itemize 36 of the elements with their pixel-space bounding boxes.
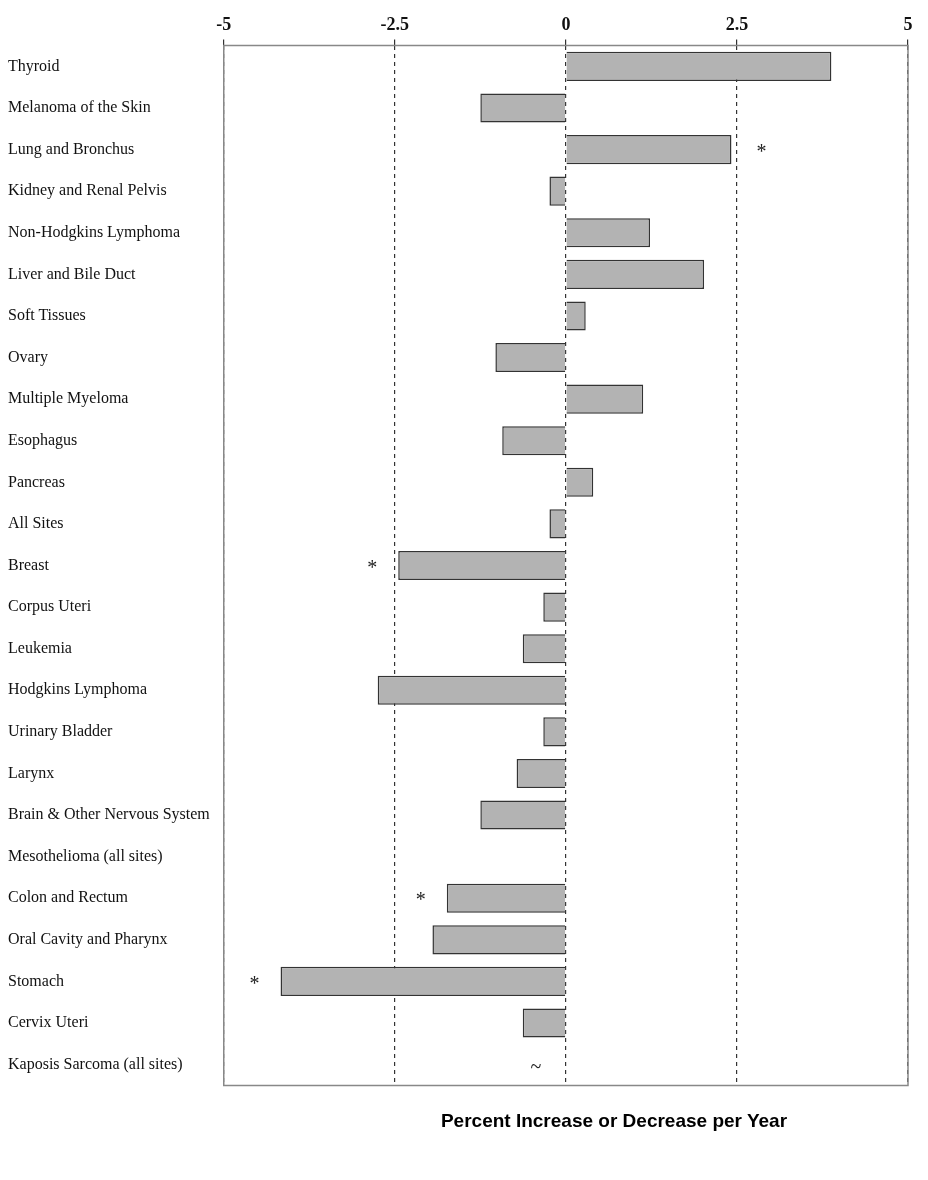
annotation: * <box>249 971 260 994</box>
y-tick-label: Leukemia <box>8 638 72 656</box>
y-tick-label: Esophagus <box>8 430 78 449</box>
y-tick-label: Melanoma of the Skin <box>8 98 151 116</box>
y-tick-label: Oral Cavity and Pharynx <box>8 930 168 949</box>
y-tick-label: Kaposis Sarcoma (all sites) <box>8 1054 183 1073</box>
y-tick-label: Hodgkins Lymphoma <box>8 680 148 699</box>
y-tick-label: Lung and Bronchus <box>8 139 135 158</box>
y-tick-label: Mesothelioma (all sites) <box>8 846 163 865</box>
x-tick-label: 5 <box>903 14 913 35</box>
y-tick-label: Corpus Uteri <box>8 597 92 616</box>
y-tick-label: Brain & Other Nervous System <box>8 805 211 824</box>
annotation: * <box>756 139 767 162</box>
y-tick-label: Ovary <box>8 347 48 366</box>
y-tick-label: Cervix Uteri <box>8 1013 89 1031</box>
y-tick-label: Kidney and Renal Pelvis <box>8 181 167 200</box>
y-tick-label: All Sites <box>8 514 64 532</box>
x-tick-label: -2.5 <box>380 14 410 35</box>
y-tick-label: Multiple Myeloma <box>8 389 129 408</box>
x-axis-title: Percent Increase or Decrease per Year <box>439 1110 789 1132</box>
x-tick-label: 0 <box>561 14 571 35</box>
y-tick-label: Liver and Bile Duct <box>8 264 137 282</box>
y-tick-label: Larynx <box>8 763 55 782</box>
y-tick-label: Stomach <box>8 971 64 989</box>
y-tick-label: Thyroid <box>8 56 60 75</box>
y-tick-label: Non-Hodgkins Lymphoma <box>8 222 180 241</box>
annotation: * <box>367 555 378 578</box>
y-tick-label: Soft Tissues <box>8 306 86 324</box>
y-tick-label: Colon and Rectum <box>8 888 129 906</box>
x-tick-label: -5 <box>216 14 232 35</box>
x-tick-label: 2.5 <box>725 14 749 35</box>
y-tick-label: Pancreas <box>8 472 65 490</box>
y-tick-label: Breast <box>8 555 50 573</box>
annotation: ~ <box>530 1054 542 1077</box>
y-tick-label: Urinary Bladder <box>8 722 114 741</box>
annotation: * <box>415 888 426 911</box>
